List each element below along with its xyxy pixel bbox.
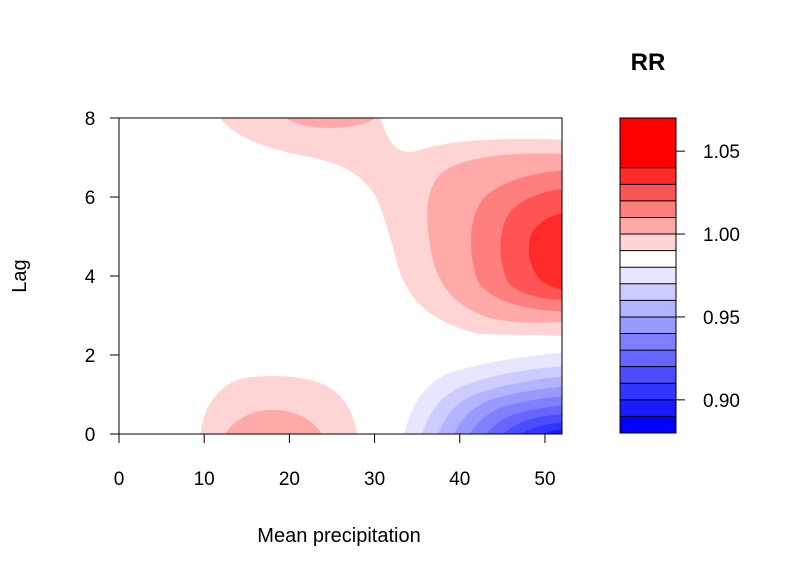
legend-color-band bbox=[620, 234, 676, 251]
legend-color-band bbox=[620, 118, 676, 168]
x-tick-label: 0 bbox=[114, 469, 125, 490]
legend-frame bbox=[619, 117, 677, 434]
contour-band-red-3 bbox=[528, 213, 562, 290]
legend-color-band bbox=[620, 267, 676, 284]
legend-color-band bbox=[620, 366, 676, 384]
legend-color-band bbox=[620, 350, 676, 367]
legend-color-band bbox=[620, 283, 676, 301]
contour-field bbox=[119, 118, 562, 434]
x-tick-label: 20 bbox=[279, 469, 300, 490]
contour-band-blue-9 bbox=[542, 429, 562, 434]
y-tick-label: 8 bbox=[85, 109, 96, 130]
legend-tick-label: 0.95 bbox=[703, 308, 740, 329]
legend-color-band bbox=[620, 316, 676, 334]
legend-color-band bbox=[620, 399, 676, 417]
x-axis-title: Mean precipitation bbox=[257, 525, 420, 547]
legend-color-band bbox=[620, 217, 676, 235]
y-tick-label: 6 bbox=[85, 188, 96, 209]
legend-color-band bbox=[620, 184, 676, 201]
legend-color-band bbox=[620, 416, 676, 433]
y-tick-label: 4 bbox=[85, 267, 96, 288]
legend-color-band bbox=[620, 300, 676, 317]
legend-tick-label: 1.05 bbox=[703, 142, 740, 163]
x-tick-label: 30 bbox=[364, 469, 385, 490]
color-legend: 0.90 0.95 1.00 1.05 bbox=[619, 117, 740, 434]
legend-tick-label: 1.00 bbox=[703, 225, 740, 246]
y-tick-label: 2 bbox=[85, 346, 96, 367]
y-axis: 0 2 4 6 8 bbox=[85, 109, 120, 446]
legend-color-band bbox=[620, 250, 676, 268]
legend-tick-label: 0.90 bbox=[703, 391, 740, 412]
x-tick-label: 40 bbox=[449, 469, 470, 490]
legend-color-band bbox=[620, 200, 676, 218]
x-tick-label: 50 bbox=[534, 469, 555, 490]
x-axis: 0 10 20 30 40 50 bbox=[114, 433, 556, 490]
legend-title: RR bbox=[631, 49, 666, 76]
legend-color-band bbox=[620, 383, 676, 400]
y-tick-label: 0 bbox=[85, 425, 96, 446]
y-axis-title: Lag bbox=[9, 259, 31, 292]
contour-band-top-mid bbox=[286, 118, 376, 128]
contour-band-bottom-pink-2 bbox=[225, 409, 322, 434]
x-tick-label: 10 bbox=[194, 469, 215, 490]
legend-color-band bbox=[620, 333, 676, 351]
legend-color-band bbox=[620, 167, 676, 185]
